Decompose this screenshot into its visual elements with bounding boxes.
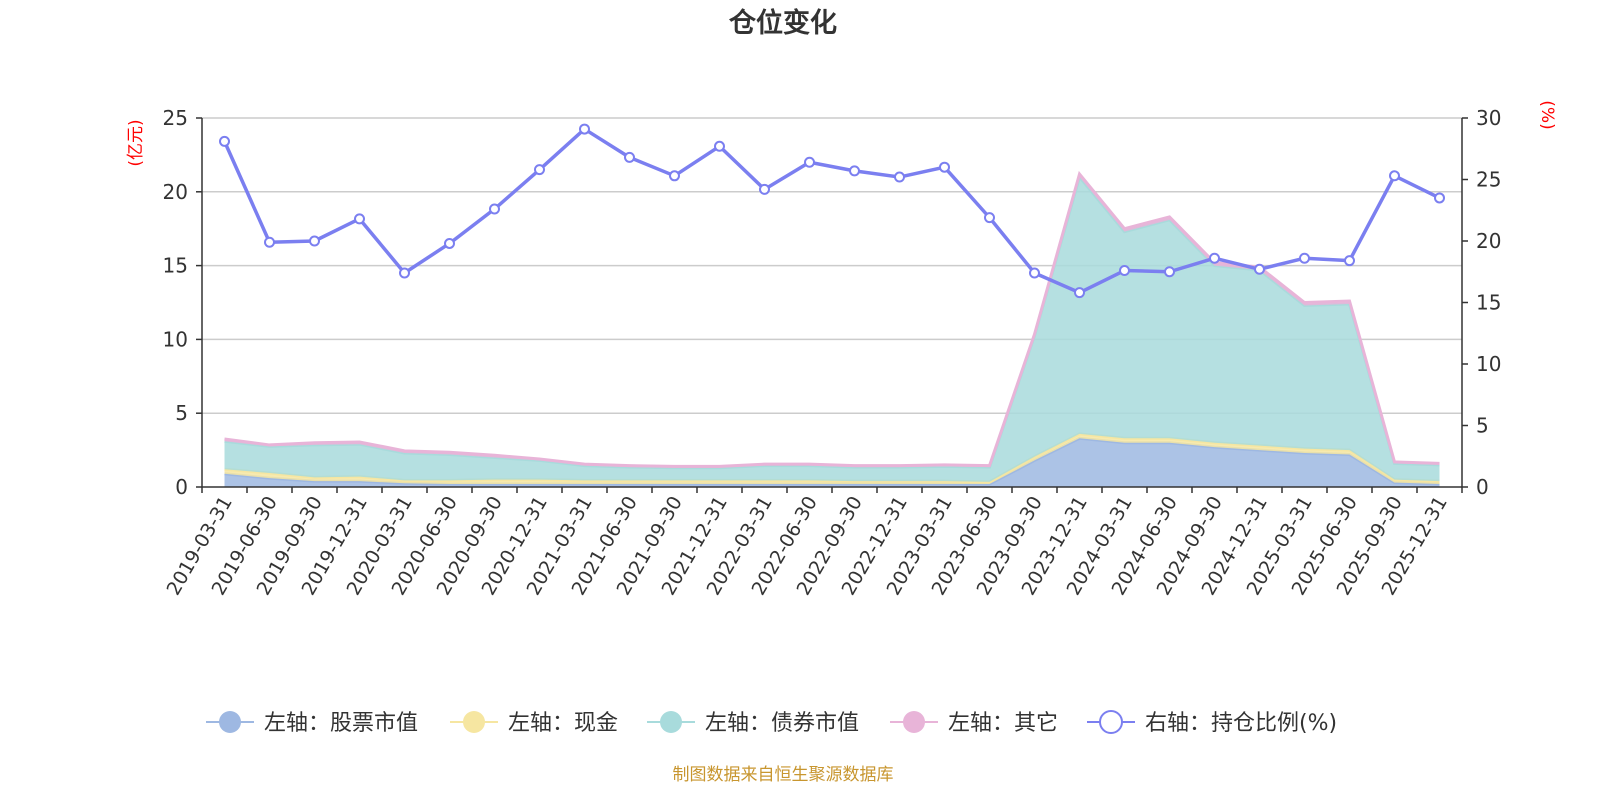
legend-swatch-marker: [903, 711, 925, 733]
position-ratio-point: [264, 236, 275, 248]
area-series-1: [224, 438, 1440, 487]
legend: 左轴：股票市值 左轴：现金 左轴：债券市值 左轴：其它 右轴：持仓比例(%): [206, 710, 1337, 736]
left-axis-tick-label: 10: [163, 327, 188, 351]
position-ratio-point: [1389, 170, 1400, 182]
legend-item-2[interactable]: 左轴：现金: [450, 711, 618, 736]
right-axis-tick-label: 25: [1476, 168, 1501, 192]
right-axis-tick-label: 0: [1476, 475, 1489, 499]
position-ratio-point: [1074, 287, 1085, 299]
right-axis-tick-label: 10: [1476, 352, 1501, 376]
legend-item-4[interactable]: 左轴：其它: [890, 711, 1058, 736]
position-ratio-point: [1434, 192, 1445, 204]
legend-swatch-marker: [463, 711, 485, 733]
source-note: 制图数据来自恒生聚源数据库: [673, 765, 894, 785]
left-axis-tick-label: 25: [163, 106, 188, 130]
position-ratio-point: [1299, 252, 1310, 264]
left-axis-tick-label: 0: [175, 475, 188, 499]
area-series-2: [224, 433, 1440, 485]
position-ratio-point: [219, 135, 230, 147]
position-ratio-point: [489, 203, 500, 215]
position-ratio-point: [1119, 265, 1130, 277]
right-axis-tick-label: 30: [1476, 106, 1501, 130]
left-axis-tick-label: 20: [163, 180, 188, 204]
chart-title: 仓位变化: [728, 7, 837, 39]
position-ratio-point: [849, 165, 860, 177]
legend-item-3[interactable]: 左轴：债券市值: [647, 711, 859, 736]
position-ratio-point: [714, 140, 725, 152]
position-ratio-point: [939, 161, 950, 173]
legend-label: 左轴：债券市值: [705, 711, 859, 736]
right-axis-tick-label: 5: [1476, 414, 1489, 438]
left-axis-tick-label: 15: [163, 254, 188, 278]
legend-label: 右轴：持仓比例(%): [1145, 711, 1337, 736]
position-ratio-point: [984, 212, 995, 224]
legend-swatch-marker: [660, 711, 682, 733]
position-ratio-point: [669, 170, 680, 182]
legend-swatch-marker: [219, 711, 241, 733]
position-ratio-point: [804, 156, 815, 168]
legend-swatch-marker: [1099, 710, 1123, 734]
position-ratio-line-path: [222, 127, 1441, 295]
legend-label: 左轴：其它: [948, 711, 1058, 736]
right-axis-unit-label: (%): [1537, 100, 1557, 129]
stacked-areas: [224, 170, 1440, 487]
position-ratio-point: [399, 267, 410, 279]
position-ratio-point: [579, 123, 590, 135]
position-ratio-line: [219, 123, 1445, 299]
position-ratio-point: [444, 237, 455, 249]
position-ratio-point: [534, 164, 545, 176]
right-axis-tick-label: 20: [1476, 229, 1501, 253]
legend-label: 左轴：现金: [508, 711, 618, 736]
legend-label: 左轴：股票市值: [264, 711, 418, 736]
position-ratio-point: [1344, 255, 1355, 267]
position-ratio-point: [1254, 263, 1265, 275]
left-axis-unit-label: (亿元): [126, 119, 146, 166]
position-ratio-point: [1029, 267, 1040, 279]
legend-item-1[interactable]: 左轴：股票市值: [206, 711, 418, 736]
position-ratio-point: [894, 171, 905, 183]
position-ratio-point: [354, 213, 365, 225]
position-ratio-point: [624, 151, 635, 163]
position-ratio-point: [759, 183, 770, 195]
area-series-3: [224, 177, 1440, 482]
right-axis-tick-label: 15: [1476, 291, 1501, 315]
left-axis-tick-label: 5: [175, 401, 188, 425]
position-ratio-point: [1209, 252, 1220, 264]
position-ratio-point: [309, 235, 320, 247]
legend-item-5[interactable]: 右轴：持仓比例(%): [1087, 710, 1337, 736]
position-ratio-point: [1164, 266, 1175, 278]
